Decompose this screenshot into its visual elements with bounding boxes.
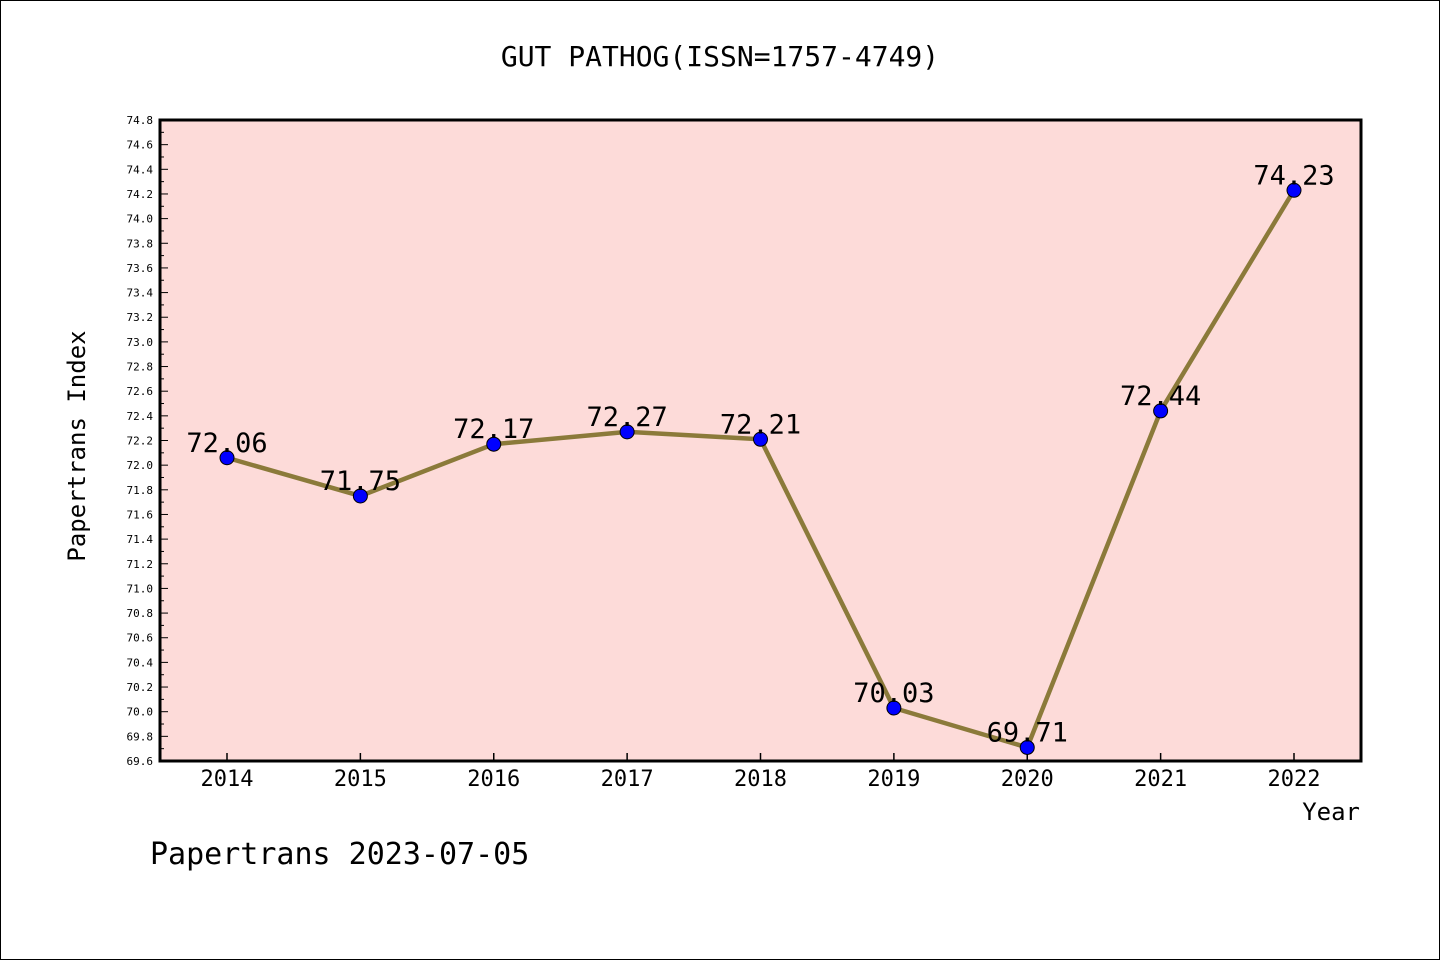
y-tick-label: 70.8 [127, 607, 154, 620]
data-label: 72.06 [186, 428, 267, 459]
y-tick-label: 71.6 [127, 508, 154, 521]
data-label: 69.71 [987, 717, 1068, 748]
y-tick-label: 72.8 [127, 361, 154, 374]
y-axis-label: Papertrans Index [63, 330, 91, 561]
y-tick-label: 70.4 [127, 656, 154, 669]
data-point [352, 488, 368, 504]
data-point [1286, 182, 1302, 198]
data-label: 72.17 [453, 414, 534, 445]
x-tick-label: 2017 [601, 767, 654, 792]
chart-title: GUT PATHOG(ISSN=1757-4749) [501, 40, 939, 73]
x-tick-label: 2019 [867, 767, 920, 792]
y-tick-label: 74.0 [127, 213, 154, 226]
data-point [753, 431, 768, 447]
y-axis: 69.6 69.8 70.0 70.2 70.4 70.6 70.8 71.0 71.2 71.4… [127, 114, 168, 768]
y-tick-label: 74.8 [127, 114, 154, 127]
y-tick-label: 70.0 [127, 706, 154, 719]
data-point [1153, 403, 1169, 419]
y-tick-label: 72.4 [127, 410, 154, 423]
x-tick-label: 2016 [467, 767, 520, 792]
y-tick-label: 72.2 [127, 435, 154, 448]
y-tick-label: 73.6 [127, 262, 154, 275]
y-tick-label: 73.8 [127, 237, 154, 250]
y-tick-label: 69.8 [127, 730, 154, 743]
data-point [619, 424, 635, 440]
data-point [1019, 739, 1035, 755]
y-tick-label: 73.4 [127, 287, 154, 300]
data-label: 72.21 [720, 409, 801, 440]
y-tick-label: 71.2 [127, 558, 154, 571]
y-tick-label: 69.6 [127, 755, 154, 768]
y-tick-label: 74.2 [127, 188, 154, 201]
y-tick-label: 71.4 [127, 533, 154, 546]
x-axis-label: Year [1302, 798, 1360, 826]
data-label: 74.23 [1253, 160, 1334, 191]
data-point [486, 436, 502, 452]
y-tick-label: 74.6 [127, 139, 154, 152]
y-tick-label: 74.4 [127, 163, 154, 176]
data-label: 70.03 [853, 678, 934, 709]
data-label: 72.27 [586, 402, 667, 433]
data-labels: 72.06 71.75 72.17 72.27 72.21 70.03 69.71 72.44… [186, 160, 1334, 748]
x-tick-label: 2021 [1134, 767, 1187, 792]
x-tick-label: 2020 [1001, 767, 1054, 792]
y-tick-label: 71.8 [127, 484, 154, 497]
x-tick-label: 2014 [201, 767, 254, 792]
y-tick-label: 73.0 [127, 336, 154, 349]
y-tick-label: 70.2 [127, 681, 154, 694]
x-tick-label: 2018 [734, 767, 787, 792]
footer-text: Papertrans 2023-07-05 [150, 837, 529, 872]
y-tick-label: 71.0 [127, 582, 154, 595]
x-tick-label: 2015 [334, 767, 387, 792]
y-tick-label: 73.2 [127, 311, 154, 324]
y-tick-label: 72.0 [127, 459, 154, 472]
y-tick-label: 70.6 [127, 632, 154, 645]
y-tick-label: 72.6 [127, 385, 154, 398]
data-point [886, 700, 902, 716]
series-markers [219, 182, 1302, 755]
data-label: 71.75 [320, 466, 401, 497]
data-point [219, 450, 235, 466]
x-tick-label: 2022 [1268, 767, 1321, 792]
data-label: 72.44 [1120, 381, 1201, 412]
x-axis: 2014 2015 2016 2017 2018 2019 2020 2021 2022 [201, 753, 1321, 792]
